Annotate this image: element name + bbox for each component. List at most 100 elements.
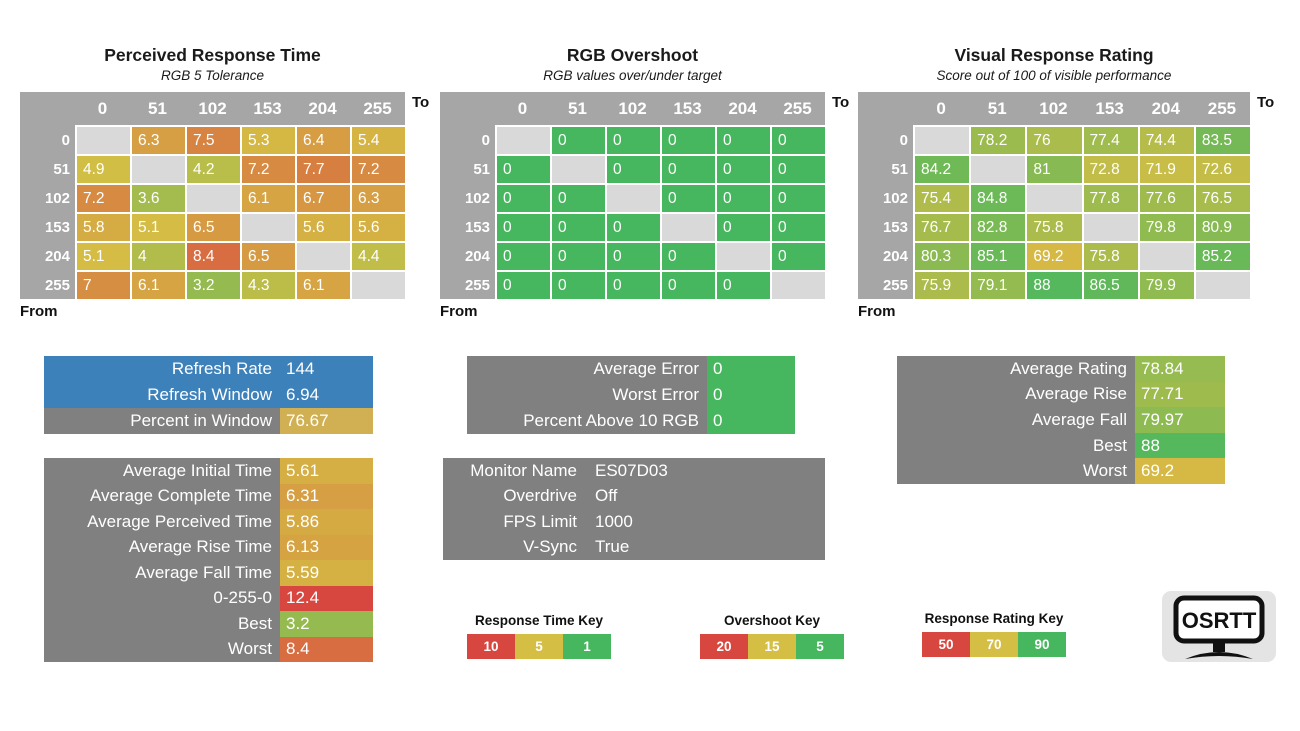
stat-label: Percent Above 10 RGB [467, 408, 707, 434]
stat-value: 77.71 [1135, 381, 1225, 408]
heatmap-cell: 6.3 [132, 127, 185, 154]
heatmap-cell-empty [772, 272, 825, 299]
row-header: 204 [44, 248, 70, 265]
stat-label: Worst [44, 636, 280, 662]
stat-row: Monitor Name ES07D03 [443, 458, 825, 484]
stat-label: FPS Limit [503, 511, 577, 531]
heatmap-cell: 0 [717, 156, 770, 183]
stat-row: Worst Error 0 [467, 382, 795, 408]
stat-value: 76.67 [280, 408, 373, 434]
heatmap-cell-empty [717, 243, 770, 270]
heatmap-cell: 0 [497, 214, 550, 241]
heatmap-cell: 5.6 [297, 214, 350, 241]
heatmap-cell: 0 [662, 243, 715, 270]
heatmap-subtitle: Score out of 100 of visible performance [936, 68, 1172, 83]
heatmap-cell: 7.2 [77, 185, 130, 212]
heatmap-cell: 0 [497, 156, 550, 183]
stat-row: FPS Limit 1000 [443, 509, 825, 535]
stat-value: 6.31 [280, 483, 373, 509]
heatmap-cell: 0 [772, 214, 825, 241]
col-header: 51 [568, 98, 587, 118]
heatmap-cell-empty [915, 127, 970, 154]
heatmap-cell: 0 [662, 272, 715, 299]
heatmap-grid: 0 51 102 153 204 255 To 0 78.2 76 77.4 74.4 83.5 5… [858, 92, 1274, 299]
overshoot-key: Overshoot Key 20 15 5 [700, 613, 844, 659]
stat-label: Average Perceived Time [44, 509, 280, 535]
heatmap-cell: 0 [772, 185, 825, 212]
stat-value: 0 [707, 408, 795, 434]
panel-monitor-info: Monitor Name ES07D03 Overdrive Off FPS L… [443, 458, 825, 560]
panel-refresh-stats: Refresh Rate 144 Refresh Window 6.94 Per… [44, 356, 373, 434]
row-header: 51 [53, 161, 70, 178]
heatmap-cell-empty [971, 156, 1026, 183]
heatmap-cell-empty [297, 243, 350, 270]
row-header: 255 [464, 277, 490, 294]
heatmap-cell: 5.4 [352, 127, 405, 154]
col-header: 0 [97, 98, 108, 118]
stat-value: 5.61 [280, 458, 373, 484]
heatmap-cell: 7 [77, 272, 130, 299]
heatmap-cell: 0 [662, 185, 715, 212]
axis-from-label: From [20, 303, 58, 320]
col-header: 51 [987, 98, 1007, 118]
stat-label: Best [44, 611, 280, 637]
heatmap-cell: 8.4 [187, 243, 240, 270]
stat-value: 79.97 [1135, 407, 1225, 433]
stat-value: 144 [286, 359, 315, 378]
stat-value: 6.94 [286, 385, 320, 404]
stat-row: Refresh Window 6.94 [44, 382, 373, 408]
stat-row: Average Complete Time 6.31 [44, 483, 373, 509]
stat-value: 5.86 [280, 509, 373, 535]
heatmap-cell: 80.9 [1195, 214, 1251, 241]
heatmap-cell: 76.5 [1195, 185, 1251, 212]
key-swatch: 50 [922, 632, 970, 657]
heatmap-subtitle: RGB 5 Tolerance [160, 68, 265, 83]
stat-row: Refresh Rate 144 [44, 356, 373, 382]
stat-label: Average Rating [897, 356, 1135, 382]
heatmap-cell: 0 [717, 185, 770, 212]
row-header: 204 [882, 248, 908, 265]
col-header: 102 [1039, 98, 1068, 118]
heatmap-row: 102 75.4 84.8 77.8 77.6 76.5 [858, 185, 1251, 212]
heatmap-cell-empty [352, 272, 405, 299]
heatmap-cell: 86.5 [1083, 272, 1138, 299]
stat-label: Average Complete Time [44, 483, 280, 509]
stat-value: Off [595, 486, 618, 506]
row-header: 51 [891, 161, 908, 178]
row-header: 204 [464, 248, 490, 265]
heatmap-cell: 0 [552, 127, 605, 154]
heatmap-cell-empty [132, 156, 185, 183]
panel-rating-summary: Average Rating 78.84 Average Rise 77.71 … [897, 356, 1225, 484]
monitor-base [1185, 652, 1253, 659]
heatmap-cell: 0 [772, 127, 825, 154]
heatmap-cell: 0 [717, 214, 770, 241]
heatmap-cell: 7.5 [187, 127, 240, 154]
stat-label: 0-255-0 [44, 585, 280, 611]
panel-average-times: Average Initial Time 5.61 Average Comple… [44, 458, 373, 662]
stat-value: 0 [707, 382, 795, 408]
heatmap-row: 153 5.8 5.1 6.5 5.6 5.6 [20, 214, 405, 241]
heatmap-cell: 0 [497, 185, 550, 212]
stat-value: 8.4 [280, 636, 373, 662]
heatmap-row: 153 0 0 0 0 0 [440, 214, 825, 241]
heatmap-cell: 5.3 [242, 127, 295, 154]
heatmap-cell: 0 [662, 127, 715, 154]
heatmap-cell: 5.1 [132, 214, 185, 241]
stat-label: Best [897, 432, 1135, 459]
stat-label: Average Fall Time [44, 560, 280, 586]
heatmap-body: 0 78.2 76 77.4 74.4 83.5 51 84.2 81 72.8 71.9 72.6… [858, 125, 1251, 299]
row-header: 0 [61, 132, 70, 149]
heatmap-cell: 4.3 [242, 272, 295, 299]
col-header: 102 [198, 98, 227, 118]
heatmap-cell: 6.4 [297, 127, 350, 154]
heatmap-cell: 0 [552, 185, 605, 212]
heatmap-header-row: 0 51 102 153 204 255 To [858, 92, 1274, 125]
stat-row: Worst 69.2 [897, 458, 1225, 484]
heatmap-cell: 0 [552, 272, 605, 299]
heatmap-title: Visual Response Rating [954, 45, 1154, 65]
stat-value: 0 [707, 356, 795, 382]
row-header: 0 [899, 132, 908, 149]
stat-value: 5.59 [280, 560, 373, 586]
